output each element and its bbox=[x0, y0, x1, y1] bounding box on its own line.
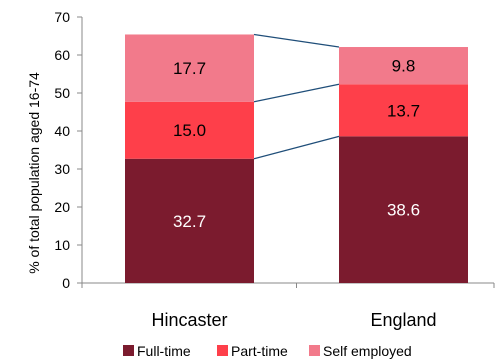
x-category-labels: Hincaster England bbox=[81, 283, 495, 330]
y-tick-label: 50 bbox=[54, 85, 70, 101]
x-category-label: Hincaster bbox=[151, 310, 227, 330]
data-label: 15.0 bbox=[173, 121, 206, 140]
y-tick-label: 0 bbox=[62, 275, 70, 291]
y-tick-label: 30 bbox=[54, 161, 70, 177]
data-label: 13.7 bbox=[387, 101, 420, 120]
legend-label: Full-time bbox=[137, 343, 191, 359]
data-label: 32.7 bbox=[173, 212, 206, 231]
legend: Full-time Part-time Self employed bbox=[123, 343, 412, 359]
connector-line bbox=[253, 83, 340, 103]
y-tick-label: 70 bbox=[54, 9, 70, 25]
y-axis-title: % of total population aged 16-74 bbox=[26, 72, 42, 274]
legend-label: Part-time bbox=[231, 343, 288, 359]
y-tick-label: 40 bbox=[54, 123, 70, 139]
y-tick-label: 60 bbox=[54, 47, 70, 63]
bar-segment bbox=[339, 136, 468, 283]
data-label: 17.7 bbox=[173, 59, 206, 78]
legend-swatch bbox=[309, 345, 320, 356]
legend-label: Self employed bbox=[323, 343, 412, 359]
connector-line bbox=[253, 135, 340, 160]
data-label: 38.6 bbox=[387, 201, 420, 220]
y-tick-label: 10 bbox=[54, 237, 70, 253]
data-label: 9.8 bbox=[392, 57, 416, 76]
bars: 32.7 15.0 17.7 38.6 13.7 9.8 bbox=[125, 34, 468, 283]
bar-segment bbox=[339, 47, 468, 85]
bar-segment bbox=[125, 101, 254, 159]
bar-segment bbox=[339, 84, 468, 137]
y-ticks: 0 10 20 30 40 50 60 70 bbox=[54, 9, 82, 291]
legend-swatch bbox=[217, 345, 228, 356]
legend-swatch bbox=[123, 345, 134, 356]
bar-segment bbox=[125, 158, 254, 283]
y-tick-label: 20 bbox=[54, 199, 70, 215]
bar-segment bbox=[125, 34, 254, 102]
connector-line bbox=[253, 33, 340, 48]
connector-lines bbox=[253, 33, 340, 160]
x-category-label: England bbox=[370, 310, 436, 330]
